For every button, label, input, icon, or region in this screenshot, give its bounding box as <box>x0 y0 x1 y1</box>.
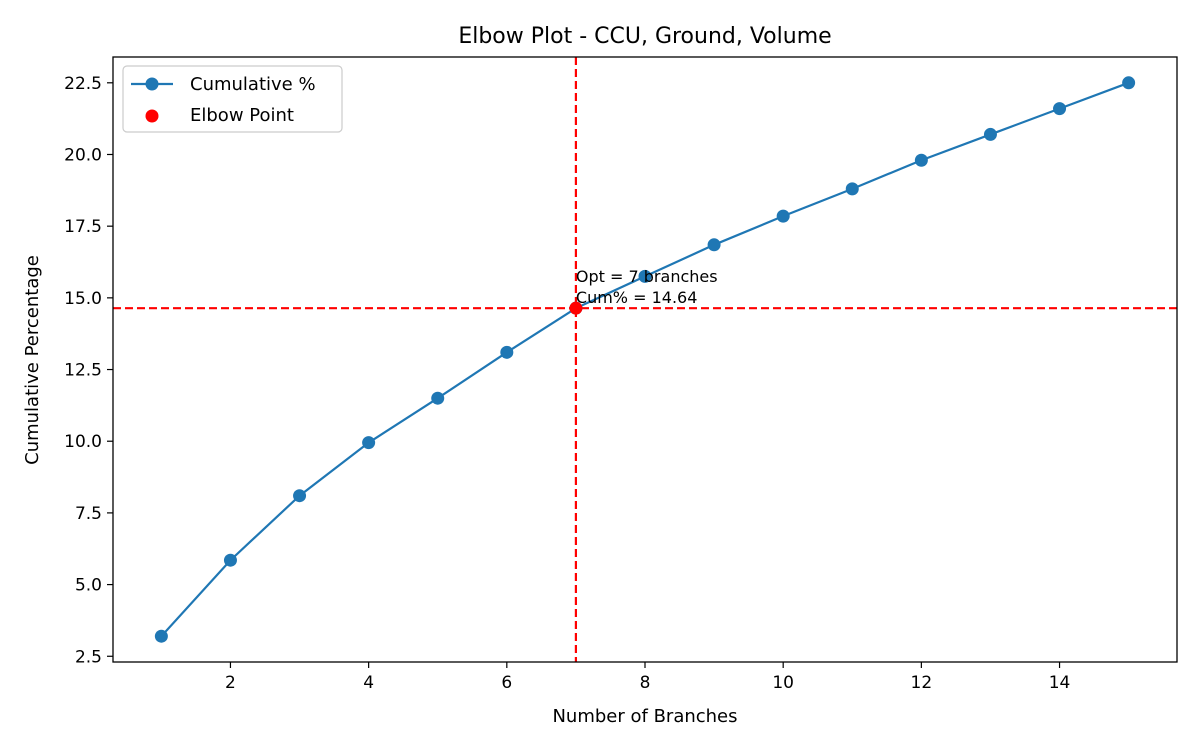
chart-title: Elbow Plot - CCU, Ground, Volume <box>458 24 831 49</box>
data-point <box>154 629 168 643</box>
y-ticks: 2.5 5.0 7.5 10.0 12.5 15.0 17.5 20.0 22.5 <box>64 74 113 667</box>
y-tick-label: 5.0 <box>75 576 102 596</box>
data-point <box>1053 102 1067 116</box>
data-point <box>223 553 237 567</box>
elbow-annotation-line-1: Opt = 7 branches <box>576 267 718 286</box>
data-point <box>362 436 376 450</box>
y-tick-label: 2.5 <box>75 647 102 667</box>
data-point <box>845 182 859 196</box>
data-point <box>431 391 445 405</box>
data-point <box>638 269 652 283</box>
data-point <box>500 345 514 359</box>
legend-series-label: Cumulative % <box>190 74 316 95</box>
x-axis-label: Number of Branches <box>552 706 737 727</box>
x-tick-label: 10 <box>772 673 794 693</box>
x-tick-label: 2 <box>225 673 236 693</box>
legend: Cumulative % Elbow Point <box>122 65 343 133</box>
y-tick-label: 10.0 <box>64 432 102 452</box>
x-tick-label: 8 <box>640 673 651 693</box>
legend-elbow-label: Elbow Point <box>190 105 294 126</box>
legend-line-marker <box>145 77 159 91</box>
y-tick-label: 17.5 <box>64 217 102 237</box>
x-tick-label: 6 <box>501 673 512 693</box>
y-tick-label: 12.5 <box>64 361 102 381</box>
elbow-guides <box>113 57 1177 662</box>
y-tick-label: 22.5 <box>64 74 102 94</box>
x-tick-label: 4 <box>363 673 374 693</box>
legend-box <box>122 65 343 133</box>
plot-frame <box>112 56 1178 663</box>
data-point <box>914 153 928 167</box>
x-ticks: 2 4 6 8 10 12 14 <box>225 662 1070 693</box>
x-tick-label: 14 <box>1049 673 1071 693</box>
x-tick-label: 12 <box>911 673 933 693</box>
data-point <box>293 489 307 503</box>
data-point <box>707 238 721 252</box>
elbow-point <box>569 301 583 315</box>
data-point <box>776 209 790 223</box>
series-layer <box>154 76 1136 643</box>
y-axis-label: Cumulative Percentage <box>22 255 43 465</box>
elbow-annotation-line-2: Cum% = 14.64 <box>576 288 697 307</box>
data-point <box>1122 76 1136 90</box>
legend-elbow-marker <box>145 109 159 123</box>
y-tick-label: 15.0 <box>64 289 102 309</box>
data-point <box>983 127 997 141</box>
y-tick-label: 7.5 <box>75 504 102 524</box>
y-tick-label: 20.0 <box>64 145 102 165</box>
elbow-annotation: Opt = 7 branches Cum% = 14.64 <box>576 267 718 307</box>
